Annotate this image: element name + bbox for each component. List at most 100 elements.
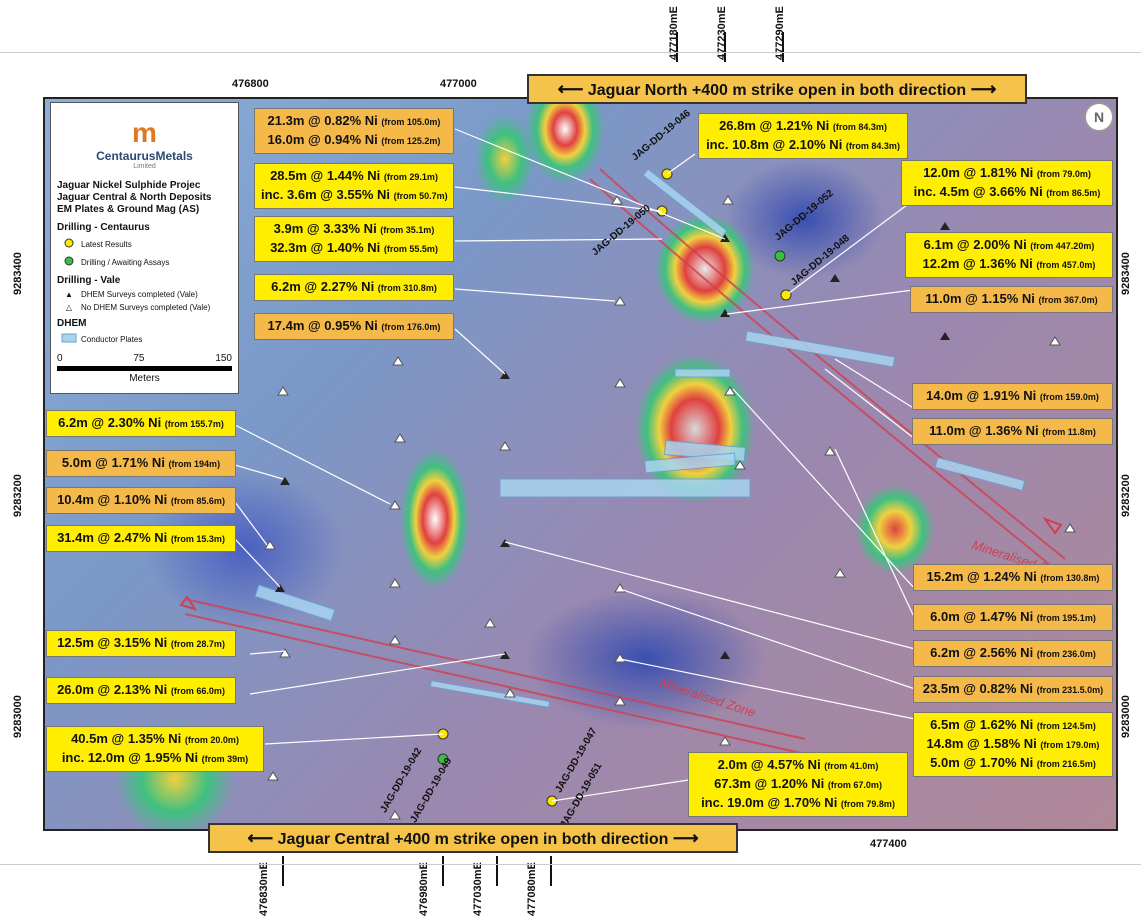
assay-line: 14.8m @ 1.58% Ni (from 179.0m): [920, 735, 1106, 754]
centaurus-awaiting-holes: [437, 250, 786, 829]
assay-interval: 26.0m @ 2.13% Ni: [57, 682, 171, 697]
map-overlay: [179, 128, 1076, 829]
assay-label: 26.0m @ 2.13% Ni (from 66.0m): [46, 677, 236, 704]
assay-line: inc. 3.6m @ 3.55% Ni (from 50.7m): [261, 186, 448, 205]
assay-from-depth: (from 124.5m): [1036, 721, 1096, 731]
left-arrow-icon: ⟵: [557, 79, 584, 99]
vale-hole-no-dhem: [614, 296, 626, 306]
assay-interval: 5.0m @ 1.71% Ni: [61, 455, 169, 470]
banner-jaguar-north: ⟵ Jaguar North +400 m strike open in bot…: [527, 74, 1027, 104]
assay-from-depth: (from 179.0m): [1040, 740, 1100, 750]
conductor-plate-icon: [61, 333, 77, 345]
assay-from-depth: (from 20.0m): [184, 735, 239, 745]
grid-label-477000: 477000: [440, 78, 477, 90]
assay-interval: 21.3m @ 0.82% Ni: [267, 113, 382, 128]
mineralised-zone-north-line-1: [599, 168, 1066, 560]
conductor-plate: [934, 456, 1026, 492]
easting-label-476980: 476980mE: [418, 862, 430, 916]
vale-hole-no-dhem: [389, 578, 401, 588]
assay-label: 6.2m @ 2.27% Ni (from 310.8m): [254, 274, 454, 301]
conductor-plate: [499, 478, 751, 498]
vale-hole-dhem: [720, 651, 730, 659]
assay-from-depth: (from 11.8m): [1042, 427, 1096, 437]
vale-hole-no-dhem: [614, 378, 626, 388]
assay-label: 14.0m @ 1.91% Ni (from 159.0m): [912, 383, 1113, 410]
vale-hole-no-dhem: [1064, 523, 1076, 533]
scale-bar: 0 75 150 Meters: [57, 353, 232, 384]
assay-line: 6.5m @ 1.62% Ni (from 124.5m): [920, 716, 1106, 735]
assay-label: 6.1m @ 2.00% Ni (from 447.20m) 12.2m @ 1.…: [905, 232, 1113, 278]
legend-section-dhem: DHEM: [57, 318, 87, 329]
assay-from-depth: (from 195.1m): [1036, 613, 1096, 623]
vale-hole-no-dhem: [394, 433, 406, 443]
zone-arrow: [1042, 516, 1063, 535]
banner-jaguar-north-text: Jaguar North +400 m strike open in both …: [587, 82, 967, 99]
map-legend: m CentaurusMetals Limited Jaguar Nickel …: [50, 102, 239, 394]
conductor-plate: [644, 452, 736, 474]
assay-from-depth: (from 86.5m): [1046, 188, 1101, 198]
vale-hole-no-dhem: [484, 618, 496, 628]
grid-label-476800: 476800: [232, 78, 269, 90]
vale-hole-dhem: [830, 274, 840, 282]
assay-interval: 26.8m @ 1.21% Ni: [719, 118, 833, 133]
vale-hole-no-dhem: [389, 500, 401, 510]
legend-item-awaiting: Drilling / Awaiting Assays: [61, 255, 232, 269]
vale-hole-no-dhem: [614, 653, 626, 663]
assay-interval: 6.2m @ 2.27% Ni: [271, 279, 378, 294]
assay-from-depth: (from 29.1m): [383, 172, 438, 182]
easting-tick-476830: [282, 856, 284, 886]
easting-tick-477230: [724, 32, 726, 62]
assay-line: 10.4m @ 1.10% Ni (from 85.6m): [53, 491, 229, 510]
assay-line: 5.0m @ 1.71% Ni (from 194m): [53, 454, 229, 473]
vale-hole-no-dhem: [499, 441, 511, 451]
assay-label: 3.9m @ 3.33% Ni (from 35.1m) 32.3m @ 1.40…: [254, 216, 454, 262]
assay-line: inc. 4.5m @ 3.66% Ni (from 86.5m): [908, 183, 1106, 202]
assay-label: 10.4m @ 1.10% Ni (from 85.6m): [46, 487, 236, 514]
legend-title-line-2: Jaguar Central & North Deposits: [57, 192, 212, 203]
vale-hole-dhem: [940, 332, 950, 340]
assay-interval: 2.0m @ 4.57% Ni: [717, 757, 825, 772]
legend-section-centaurus: Drilling - Centaurus: [57, 222, 150, 233]
assay-interval: 31.4m @ 2.47% Ni: [57, 530, 171, 545]
drillhole-052: [774, 250, 786, 262]
assay-from-depth: (from 155.7m): [164, 419, 224, 429]
assay-interval: 16.0m @ 0.94% Ni: [267, 132, 382, 147]
assay-line: 28.5m @ 1.44% Ni (from 29.1m): [261, 167, 447, 186]
vale-hole-no-dhem: [722, 195, 734, 205]
assay-interval: inc. 12.0m @ 1.95% Ni: [61, 750, 202, 765]
easting-label-477080: 477080mE: [526, 862, 538, 916]
legend-item-conductor: Conductor Plates: [61, 333, 232, 345]
company-subtitle: Limited: [133, 163, 156, 170]
assay-interval: 12.5m @ 3.15% Ni: [57, 635, 171, 650]
assay-line: 6.1m @ 2.00% Ni (from 447.20m): [912, 236, 1106, 255]
yellow-drillhole-icon: [61, 237, 77, 251]
assay-from-depth: (from 447.20m): [1030, 241, 1095, 251]
assay-label: 6.5m @ 1.62% Ni (from 124.5m) 14.8m @ 1.5…: [913, 712, 1113, 777]
assay-label: 15.2m @ 1.24% Ni (from 130.8m): [913, 564, 1113, 591]
conductor-plate: [674, 368, 731, 378]
assay-line: 31.4m @ 2.47% Ni (from 15.3m): [53, 529, 229, 548]
assay-interval: 32.3m @ 1.40% Ni: [270, 240, 384, 255]
right-arrow-icon: ⟶: [672, 828, 699, 848]
conductor-plate: [642, 168, 728, 238]
vale-hole-dhem: [280, 477, 290, 485]
vale-hole-no-dhem: [277, 386, 289, 396]
legend-item-no-dhem: △ No DHEM Surveys completed (Vale): [61, 303, 232, 312]
assay-from-depth: (from 85.6m): [170, 496, 225, 506]
assay-interval: 15.2m @ 1.24% Ni: [926, 569, 1041, 584]
assay-interval: inc. 3.6m @ 3.55% Ni: [261, 187, 394, 202]
open-triangle-icon: △: [65, 303, 73, 312]
scale-bar-graphic: [57, 366, 232, 371]
assay-interval: 17.4m @ 0.95% Ni: [267, 318, 382, 333]
grid-label-left-9283000: 9283000: [12, 695, 24, 738]
assay-from-depth: (from 55.5m): [383, 244, 438, 254]
assay-line: inc. 19.0m @ 1.70% Ni (from 79.8m): [695, 794, 901, 813]
assay-label: 12.0m @ 1.81% Ni (from 79.0m) inc. 4.5m @…: [901, 160, 1113, 206]
grid-label-477400: 477400: [870, 838, 907, 850]
company-name: CentaurusMetals: [96, 149, 193, 163]
assay-from-depth: (from 84.3m): [845, 141, 900, 151]
assay-line: 5.0m @ 1.70% Ni (from 216.5m): [920, 754, 1106, 773]
assay-label: 11.0m @ 1.15% Ni (from 367.0m): [910, 286, 1113, 313]
assay-label: 23.5m @ 0.82% Ni (from 231.5.0m): [913, 676, 1113, 703]
assay-interval: 6.2m @ 2.30% Ni: [58, 415, 165, 430]
